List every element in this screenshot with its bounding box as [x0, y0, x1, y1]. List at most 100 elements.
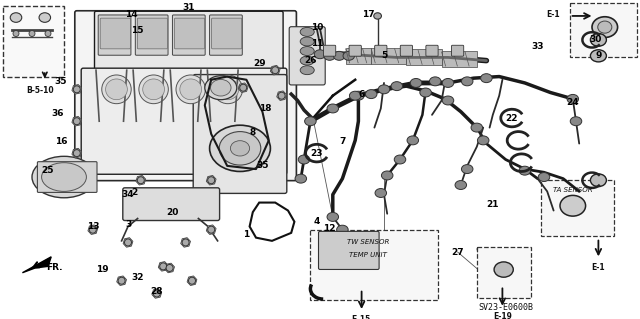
Ellipse shape [300, 56, 314, 65]
FancyBboxPatch shape [400, 45, 413, 56]
Circle shape [125, 239, 131, 246]
Ellipse shape [429, 77, 441, 86]
Ellipse shape [365, 90, 377, 99]
Ellipse shape [327, 212, 339, 221]
FancyBboxPatch shape [346, 48, 371, 64]
Ellipse shape [300, 27, 314, 36]
Ellipse shape [349, 91, 361, 100]
Text: 30: 30 [589, 35, 602, 44]
Text: 7: 7 [339, 137, 346, 146]
Text: E-1: E-1 [547, 10, 560, 19]
Circle shape [154, 290, 160, 297]
Ellipse shape [375, 189, 387, 197]
Ellipse shape [10, 13, 22, 22]
Text: 23: 23 [310, 149, 323, 158]
Text: 2: 2 [131, 189, 138, 197]
Ellipse shape [314, 50, 326, 59]
Ellipse shape [598, 21, 612, 33]
Ellipse shape [519, 166, 531, 175]
FancyBboxPatch shape [442, 51, 477, 67]
Text: 35: 35 [256, 161, 269, 170]
Ellipse shape [300, 47, 314, 56]
Ellipse shape [217, 79, 239, 100]
Ellipse shape [471, 123, 483, 132]
Ellipse shape [592, 17, 618, 38]
Ellipse shape [39, 13, 51, 22]
Circle shape [182, 239, 189, 246]
Ellipse shape [374, 13, 381, 19]
Text: 33: 33 [531, 42, 544, 51]
Ellipse shape [407, 136, 419, 145]
Ellipse shape [324, 51, 335, 60]
Ellipse shape [410, 78, 422, 87]
FancyBboxPatch shape [570, 3, 637, 57]
Ellipse shape [570, 117, 582, 126]
Circle shape [189, 277, 195, 284]
Ellipse shape [139, 75, 168, 104]
Circle shape [272, 67, 278, 74]
Text: 16: 16 [54, 137, 67, 146]
Ellipse shape [300, 66, 314, 75]
Text: 11: 11 [310, 39, 323, 48]
Ellipse shape [337, 225, 348, 234]
Text: 5: 5 [381, 51, 387, 60]
Text: 15: 15 [131, 26, 144, 35]
FancyBboxPatch shape [75, 11, 296, 181]
Text: 32: 32 [131, 273, 144, 282]
Ellipse shape [230, 141, 250, 156]
Circle shape [240, 84, 246, 91]
Ellipse shape [420, 88, 431, 97]
Circle shape [118, 277, 125, 284]
Ellipse shape [391, 82, 403, 91]
FancyBboxPatch shape [3, 6, 64, 77]
Polygon shape [22, 257, 51, 273]
Ellipse shape [32, 156, 96, 198]
Ellipse shape [327, 104, 339, 113]
Ellipse shape [442, 96, 454, 105]
FancyBboxPatch shape [374, 45, 387, 56]
Text: 3: 3 [125, 220, 131, 229]
FancyBboxPatch shape [81, 68, 287, 174]
Text: 36: 36 [51, 109, 64, 118]
Ellipse shape [143, 79, 164, 100]
Text: 35: 35 [54, 77, 67, 86]
Text: TA SENSOR: TA SENSOR [553, 187, 593, 193]
Circle shape [13, 31, 19, 36]
Circle shape [166, 264, 173, 271]
Ellipse shape [210, 125, 270, 172]
Ellipse shape [378, 85, 390, 94]
FancyBboxPatch shape [541, 180, 614, 236]
Text: 18: 18 [259, 104, 272, 113]
Text: 27: 27 [451, 248, 464, 256]
Text: TEMP UNIT: TEMP UNIT [349, 252, 387, 258]
Text: 31: 31 [182, 4, 195, 12]
Circle shape [29, 31, 35, 36]
FancyBboxPatch shape [135, 15, 168, 55]
Ellipse shape [305, 117, 316, 126]
Ellipse shape [211, 79, 231, 96]
FancyBboxPatch shape [319, 231, 379, 270]
Text: 4: 4 [314, 217, 320, 226]
Text: 10: 10 [310, 23, 323, 32]
Text: 25: 25 [42, 166, 54, 175]
Ellipse shape [591, 50, 607, 62]
Text: E-19: E-19 [493, 312, 512, 319]
Text: 6: 6 [358, 90, 365, 99]
Text: 12: 12 [323, 224, 336, 233]
Ellipse shape [42, 163, 86, 191]
FancyBboxPatch shape [371, 48, 406, 64]
Ellipse shape [455, 181, 467, 189]
Ellipse shape [180, 79, 202, 100]
Text: E-1: E-1 [591, 263, 605, 272]
Text: 21: 21 [486, 200, 499, 209]
FancyBboxPatch shape [406, 49, 442, 65]
Text: 28: 28 [150, 287, 163, 296]
Ellipse shape [381, 171, 393, 180]
FancyBboxPatch shape [209, 15, 243, 55]
Ellipse shape [442, 78, 454, 87]
Ellipse shape [394, 155, 406, 164]
Ellipse shape [205, 76, 237, 100]
Ellipse shape [591, 33, 607, 46]
FancyBboxPatch shape [100, 18, 131, 49]
Text: 13: 13 [86, 222, 99, 231]
